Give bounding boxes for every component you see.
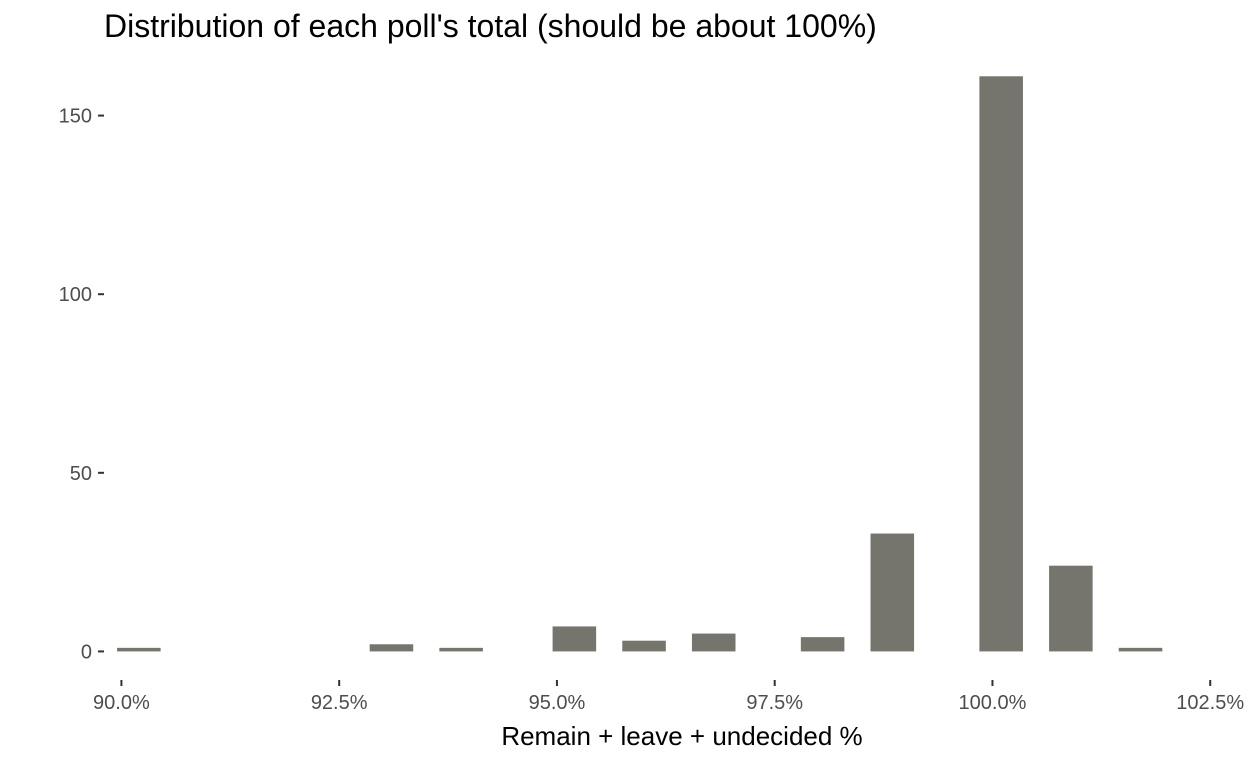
y-tick-label-2: 100 <box>59 284 92 306</box>
x-tick-label-3: 97.5% <box>746 692 803 714</box>
y-tick-label-3: 150 <box>59 106 92 128</box>
x-tick-label-0: 90.0% <box>93 692 150 714</box>
y-tick-label-1: 50 <box>70 463 92 485</box>
bar-4 <box>622 640 666 652</box>
bars-layer <box>117 76 1163 652</box>
bar-7 <box>870 533 915 652</box>
bar-9 <box>1049 565 1093 652</box>
bar-0 <box>117 647 161 652</box>
bar-2 <box>439 647 483 652</box>
x-tick-label-2: 95.0% <box>529 692 586 714</box>
x-tick-label-5: 102.5% <box>1176 692 1244 714</box>
x-axis: 90.0% 92.5% 95.0% 97.5% 100.0% 102.5% <box>93 680 1244 714</box>
chart-title: Distribution of each poll's total (shoul… <box>104 8 877 44</box>
bar-10 <box>1118 647 1163 652</box>
bar-1 <box>369 644 414 652</box>
bar-5 <box>691 633 736 652</box>
x-axis-title: Remain + leave + undecided % <box>501 721 862 751</box>
x-tick-label-1: 92.5% <box>311 692 368 714</box>
y-tick-label-0: 0 <box>81 641 92 663</box>
bar-6 <box>800 637 845 652</box>
y-axis: 0 50 100 150 <box>59 106 104 663</box>
x-tick-label-4: 100.0% <box>959 692 1027 714</box>
bar-3 <box>552 626 597 652</box>
bar-8 <box>979 76 1023 652</box>
